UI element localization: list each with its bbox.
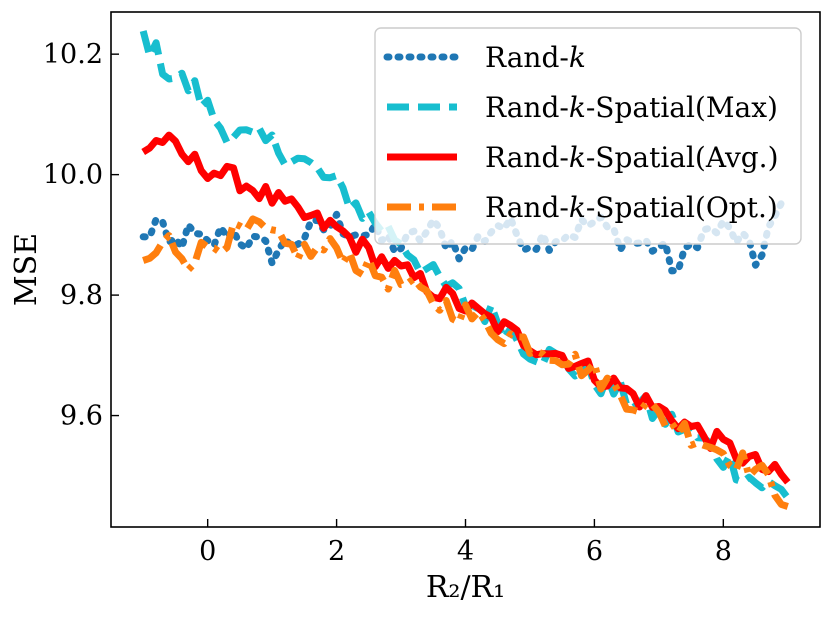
legend-entry-0: Rand-k [485,41,586,74]
legend-label-part: k [569,141,586,174]
series-layer [139,30,792,510]
legend-entry-2: Rand-k-Spatial(Avg.) [485,141,779,174]
x-tick-label: 4 [457,536,474,567]
x-axis-label: R₂/R₁ [426,570,505,605]
legend-label-part: Rand- [485,141,569,174]
x-tick-label: 8 [715,536,732,567]
legend-label-part: -Spatial(Avg.) [586,141,779,174]
y-tick-label: 10.2 [43,39,103,70]
legend-label-part: Rand- [485,91,569,124]
series-line-0 [139,199,792,275]
legend-label-part: k [569,191,586,224]
x-tick-label: 6 [586,536,603,567]
legend-label-part: k [569,41,586,74]
series-line-3 [142,215,789,510]
ticks-layer: 0 2 4 6 8 9.6 9.8 10.0 10.2 [43,39,732,567]
y-tick-label: 10.0 [43,160,103,191]
y-tick-label: 9.6 [60,401,103,432]
legend-label-part: Rand- [485,41,569,74]
y-tick-label: 9.8 [60,280,103,311]
legend-entry-1: Rand-k-Spatial(Max) [485,91,778,124]
x-tick-label: 2 [328,536,345,567]
x-tick-label: 0 [199,536,216,567]
legend-label-part: -Spatial(Max) [586,91,778,124]
y-axis-label: MSE [9,233,44,306]
legend-entry-3: Rand-k-Spatial(Opt.) [485,191,778,224]
legend-label-part: k [569,91,586,124]
legend-box [374,27,802,245]
legend: Rand-kRand-k-Spatial(Max)Rand-k-Spatial(… [374,27,802,245]
legend-label-part: Rand- [485,191,569,224]
legend-label-part: -Spatial(Opt.) [586,191,778,224]
